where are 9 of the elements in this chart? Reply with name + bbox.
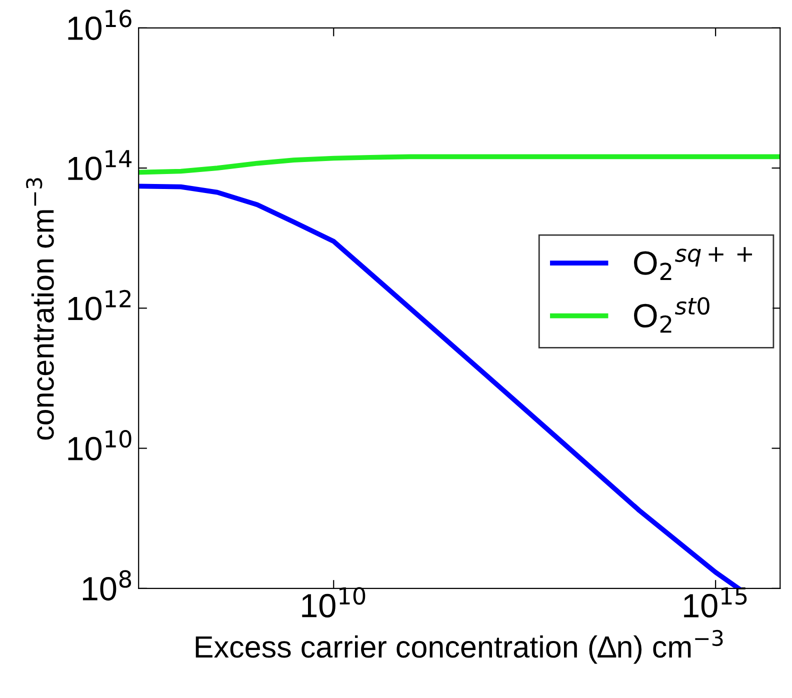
y-tick-label: 10$^{14}$ [68,150,132,180]
legend-label: O$_{2}$$^{st0}$ [634,297,710,333]
y-tick-label: 10$^{10}$ [68,430,132,460]
x-axis-title: Excess carrier concentration (∆n) cm$^{−3}$ [196,630,723,664]
legend-label: O$_{2}$$^{sq++}$ [634,247,752,280]
y-tick-label: 10$^{16}$ [68,10,132,40]
y-axis-title: concentration cm$^{−3}$ [26,178,54,440]
y-tick-label: 10$^{8}$ [82,570,132,601]
y-tick-label: 10$^{12}$ [68,290,130,320]
